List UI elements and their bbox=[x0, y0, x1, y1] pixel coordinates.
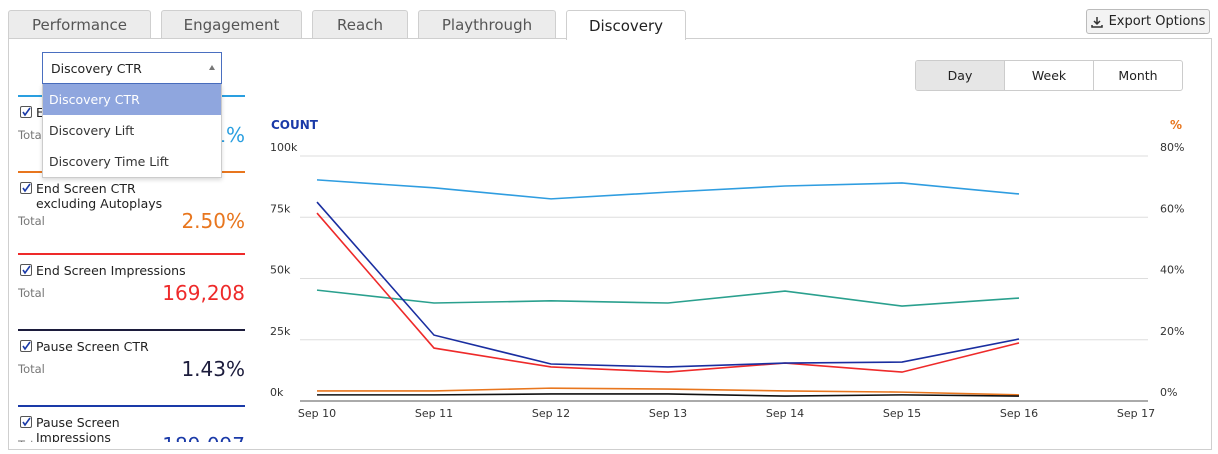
check bbox=[22, 417, 31, 427]
range-buttons: Day Week Month bbox=[915, 60, 1183, 91]
metric-total-label: Total bbox=[18, 214, 45, 228]
y-tick-label: 75k bbox=[270, 202, 291, 215]
metric: Pause Screen CTR Total 1.43% bbox=[18, 329, 245, 405]
dropdown-options: Discovery CTR Discovery Lift Discovery Tim… bbox=[42, 84, 222, 178]
x-tick-label: Sep 10 bbox=[298, 407, 336, 420]
checkbox[interactable] bbox=[20, 182, 32, 194]
tab[interactable]: Performance bbox=[8, 10, 151, 38]
metric-total-label: Total bbox=[18, 438, 45, 442]
metric: End Screen CTR excluding Autoplays Total 2… bbox=[18, 171, 245, 253]
tab[interactable]: Playthrough bbox=[418, 10, 556, 38]
checkbox[interactable] bbox=[20, 264, 32, 276]
checkbox[interactable] bbox=[20, 416, 32, 428]
check bbox=[22, 341, 31, 351]
metric: End Screen Impressions Total 169,208 bbox=[18, 253, 245, 329]
metric-value: 189,097 bbox=[162, 433, 245, 442]
metric-value: 1.43% bbox=[181, 357, 245, 381]
metric-value: 169,208 bbox=[162, 281, 245, 305]
x-tick-label: Sep 16 bbox=[1000, 407, 1038, 420]
x-tick-label: Sep 12 bbox=[532, 407, 570, 420]
y-tick-label: 50k bbox=[270, 264, 291, 277]
series-line bbox=[316, 289, 1020, 307]
dropdown-option[interactable]: Discovery Time Lift bbox=[49, 154, 169, 169]
metric-total-label: Total bbox=[18, 362, 45, 376]
x-tick-label: Sep 14 bbox=[766, 407, 804, 420]
y-tick-label: 25k bbox=[270, 325, 291, 338]
download-icon bbox=[1090, 16, 1103, 28]
x-tick-label: Sep 11 bbox=[415, 407, 453, 420]
metric-total-label: Total bbox=[18, 128, 45, 142]
dropdown-option[interactable]: Discovery Lift bbox=[49, 123, 135, 138]
metric-label: Pause Screen Impressions bbox=[36, 415, 120, 442]
metric-total-label: Total bbox=[18, 286, 45, 300]
y2-tick-label: 0% bbox=[1160, 386, 1177, 399]
checkbox[interactable] bbox=[20, 106, 32, 118]
series-line bbox=[316, 212, 1020, 373]
x-tick-label: Sep 13 bbox=[649, 407, 687, 420]
export-label: Export Options bbox=[1108, 14, 1206, 29]
y-tick-label: 100k bbox=[270, 141, 298, 154]
dropdown-arrow bbox=[209, 65, 215, 70]
range-button[interactable]: Week bbox=[1004, 61, 1093, 90]
y-axis-title: COUNT bbox=[271, 118, 319, 132]
metric-label: Pause Screen CTR bbox=[36, 339, 149, 354]
y2-axis-title: % bbox=[1170, 118, 1182, 132]
y2-tick-label: 40% bbox=[1160, 264, 1184, 277]
dropdown[interactable]: Discovery CTR bbox=[42, 52, 222, 84]
series-line bbox=[317, 393, 1020, 397]
tab[interactable]: Engagement bbox=[161, 10, 302, 38]
range-button[interactable]: Month bbox=[1093, 61, 1182, 90]
series-line bbox=[316, 201, 1020, 368]
metric-label: End Screen Impressions bbox=[36, 263, 186, 278]
series-line bbox=[316, 179, 1020, 200]
tab[interactable]: Reach bbox=[312, 10, 408, 38]
range-button[interactable]: Day bbox=[916, 61, 1004, 90]
series-line bbox=[317, 387, 1020, 396]
y2-tick-label: 60% bbox=[1160, 202, 1184, 215]
check bbox=[22, 265, 31, 275]
check bbox=[22, 107, 31, 117]
checkbox[interactable] bbox=[20, 340, 32, 352]
dropdown-option[interactable]: Discovery CTR bbox=[43, 84, 221, 115]
y2-tick-label: 80% bbox=[1160, 141, 1184, 154]
x-tick-label: Sep 15 bbox=[883, 407, 921, 420]
y-tick-label: 0k bbox=[270, 386, 284, 399]
metric-label: End Screen CTR excluding Autoplays bbox=[36, 181, 163, 211]
x-tick-label: Sep 17 bbox=[1117, 407, 1155, 420]
tab-active[interactable]: Discovery bbox=[566, 10, 686, 40]
y2-tick-label: 20% bbox=[1160, 325, 1184, 338]
metric-value: 2.50% bbox=[181, 209, 245, 233]
check bbox=[22, 183, 31, 193]
dropdown-value: Discovery CTR bbox=[51, 60, 142, 76]
export-button[interactable]: Export Options bbox=[1086, 9, 1210, 34]
